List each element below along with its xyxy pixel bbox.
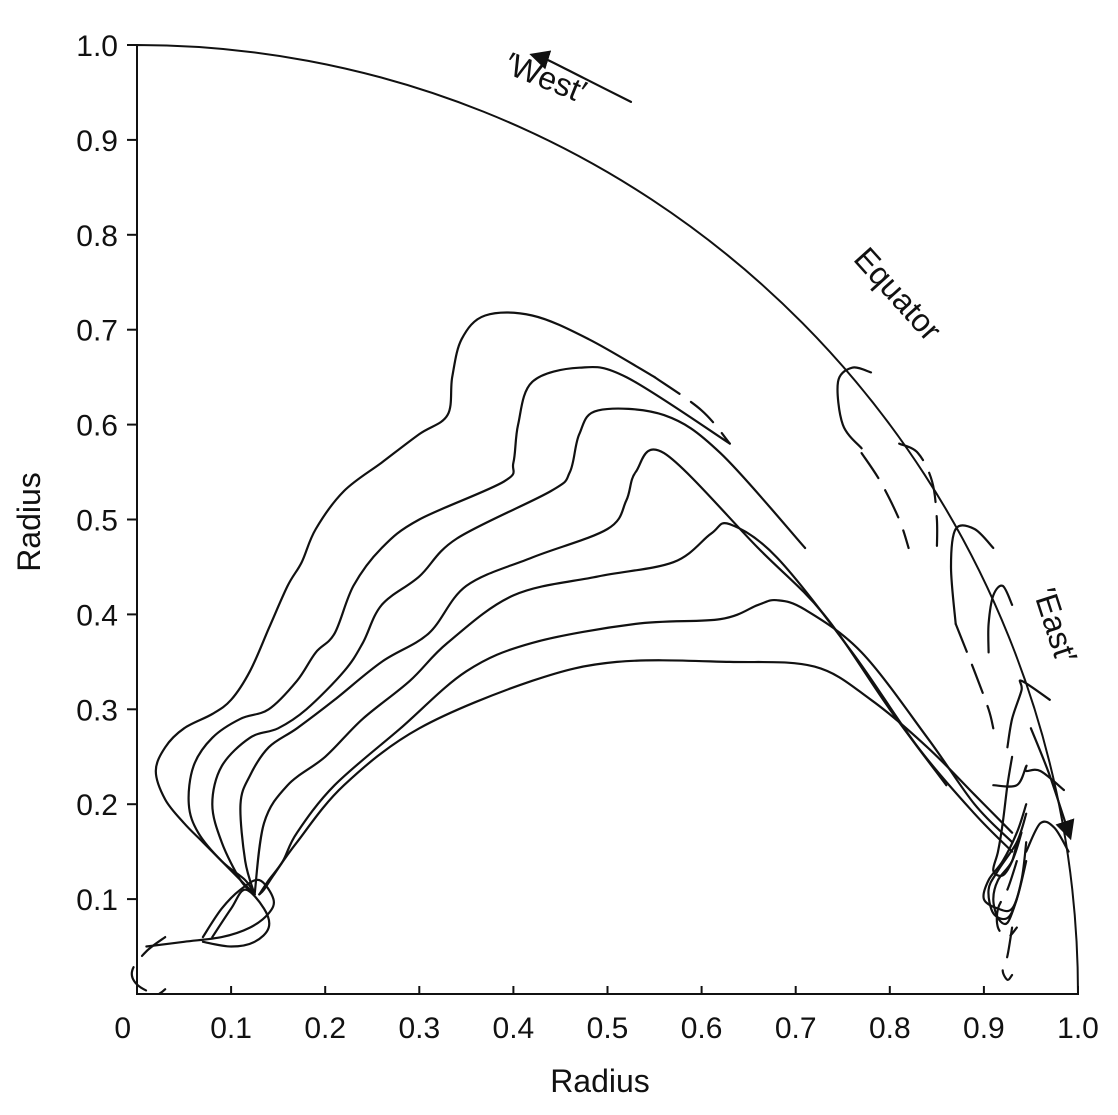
x-tick-label: 0 [114,1012,131,1045]
series-line-7 [258,598,1014,896]
x-tick-label: 0.6 [681,1012,723,1045]
curves [130,50,1075,996]
y-tick-label: 0.4 [76,599,118,632]
axis-ticks: 0 0.1 0.2 0.3 0.4 0.5 0.6 0.7 0.8 0.9 1.0 0.1 0.2 0.3… [76,30,1099,1045]
series-line-16 [987,584,1014,654]
y-tick-label: 0.3 [76,694,118,727]
x-tick-label: 0.4 [493,1012,535,1045]
series-line-8 [258,659,1014,896]
annotation-label: Equator [847,240,949,348]
series-line-12 [836,366,873,450]
series-line-15 [949,524,995,625]
y-tick-label: 1.0 [76,30,118,63]
x-tick-label: 0.7 [775,1012,817,1045]
series-line-17 [954,622,995,730]
series-line-10 [201,888,271,948]
annotation-label: ′West′ [500,45,592,110]
x-tick-label: 0.9 [963,1012,1005,1045]
series-line-3 [187,365,731,896]
x-tick-label: 0.1 [210,1012,252,1045]
y-tick-label: 0.5 [76,505,118,538]
series-line-4 [211,407,807,896]
y-tick-label: 0.9 [76,125,118,158]
y-tick-label: 0.8 [76,220,118,253]
x-axis-title: Radius [550,1063,650,1099]
series-line-24 [992,831,1023,926]
series-line-18 [1006,679,1051,749]
series-line-2 [653,376,731,445]
x-tick-label: 0.2 [304,1012,346,1045]
series-line-11 [130,936,167,996]
series-line-25 [995,860,1018,939]
y-tick-label: 0.1 [76,884,118,917]
series-line-5 [239,448,948,896]
series-line-13 [860,452,910,550]
x-tick-label: 0.8 [869,1012,911,1045]
x-tick-label: 1.0 [1057,1012,1099,1045]
series-line-28 [1029,727,1075,841]
series-line-20 [1025,820,1070,853]
series-line-14 [898,442,939,550]
y-tick-label: 0.2 [76,789,118,822]
y-tick-label: 0.7 [76,315,118,348]
x-tick-label: 0.3 [398,1012,440,1045]
annotation-label: ′East′ [1027,584,1085,667]
series-line-6 [253,522,1014,896]
series-line-9 [145,878,276,948]
series-line-26 [1001,926,1014,981]
series-line-19 [992,764,1065,792]
series-line-27 [529,50,633,103]
series-line-1 [154,311,656,896]
x-tick-label: 0.5 [587,1012,629,1045]
y-axis-title: Radius [11,472,47,572]
y-tick-label: 0.6 [76,410,118,443]
